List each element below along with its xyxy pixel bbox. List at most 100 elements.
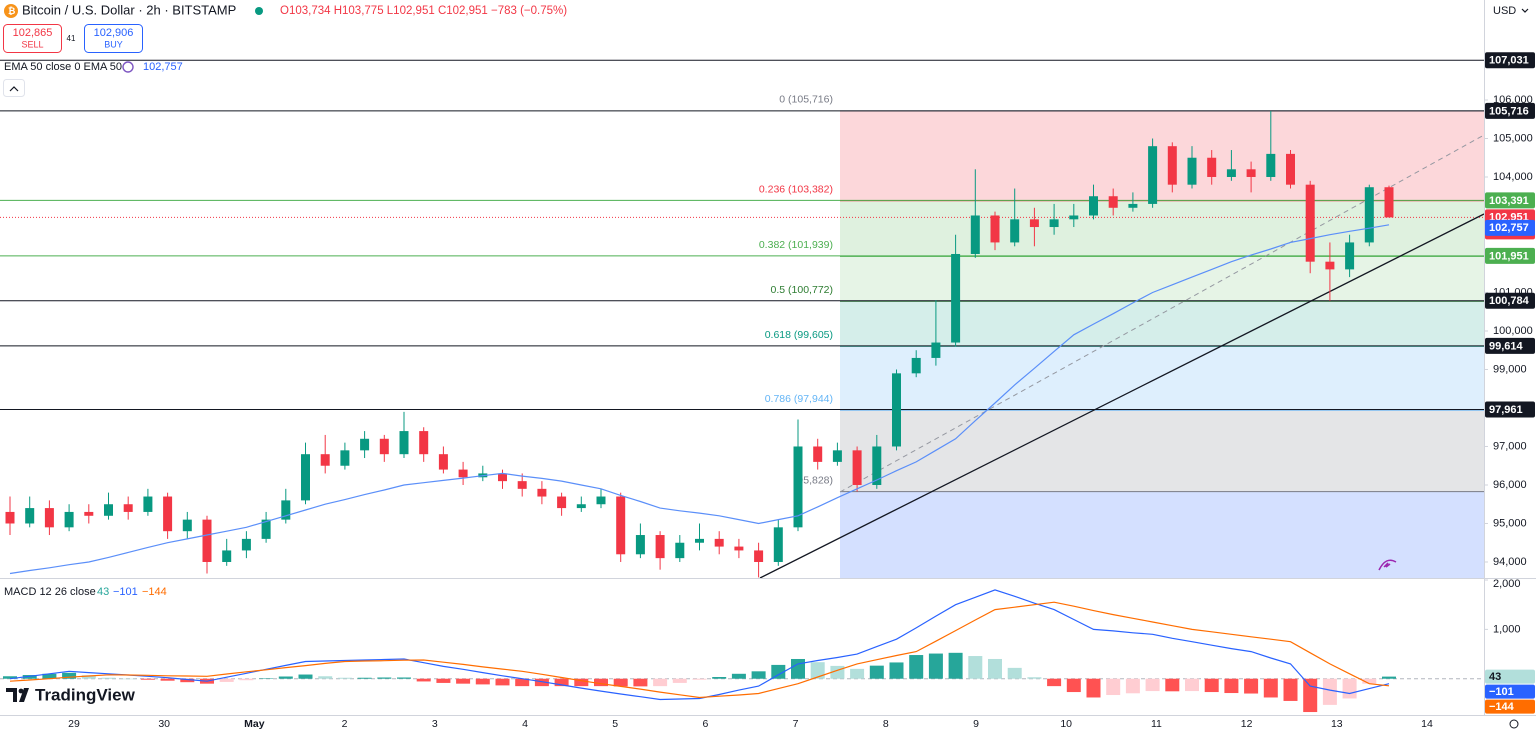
histogram-bar [1066,678,1081,693]
candle-body [1089,196,1098,216]
x-tick-label: 9 [973,718,979,730]
candle-body [892,373,901,447]
sell-label[interactable]: SELL [21,39,43,49]
histogram-bar [436,678,451,683]
signal-tag: −144 [1489,701,1515,713]
fib-zone [840,410,1484,492]
currency-menu[interactable]: USD [1493,5,1529,17]
candle-body [143,496,153,512]
x-tick-label: 6 [702,718,708,730]
histogram-bar [534,678,549,687]
fib-zone [840,491,1484,578]
histogram-bar [791,658,805,679]
histogram-bar [1145,678,1160,692]
x-tick-label: 3 [432,718,438,730]
dashed-trend-line [839,134,1485,493]
hline-tag-bg [1485,192,1535,209]
candle-body [379,438,389,455]
candle-body [1010,219,1020,243]
collapse-button[interactable] [3,79,25,97]
candle-body [241,538,251,551]
histogram-bar [1263,678,1278,698]
histogram-bar [948,652,963,679]
sell-button-frame[interactable] [3,24,62,53]
histogram-bar [1283,678,1298,701]
alert-icon [1378,559,1397,571]
macd-tag: −101 [1489,686,1514,698]
histogram-bar [475,678,490,685]
hline-tag: 99,614 [1489,340,1524,352]
histogram-bar [1106,678,1121,696]
histogram-tag: 43 [1489,671,1501,683]
brand-icon-dot [18,688,24,694]
collapse-button-frame[interactable] [3,79,25,97]
histogram-bar [81,675,96,679]
y-tick-label: 106,000 [1493,94,1533,106]
histogram-bar [810,662,825,679]
hline-tag-bg [1485,337,1535,354]
histogram-bar [613,678,628,687]
buy-button[interactable]: 102,906 BUY [84,24,143,53]
histogram-bar [1244,678,1259,694]
candle-body [1128,203,1138,208]
ema-source-icon [122,61,134,73]
fib-zone [840,256,1484,302]
histogram-bar [889,662,904,679]
sell-button[interactable]: 102,865 SELL [3,24,62,53]
histogram-bar [1382,676,1396,679]
histogram-bar [1007,667,1022,679]
hline-tag-bg [1485,247,1535,264]
histogram-bar [397,677,411,679]
fib-label: 0.618 (99,605) [765,329,833,341]
hline-tag-bg [1485,52,1535,69]
x-tick-label: 2 [342,718,348,730]
candle-body [104,504,113,516]
histogram-bar [278,676,293,679]
histogram-bar [672,678,687,683]
candle-body [517,481,527,489]
candle-body [793,446,803,528]
histogram-bar [101,677,116,679]
macd-line [9,589,1390,701]
buy-price[interactable]: 102,906 [94,27,134,39]
settings-icon[interactable] [1509,719,1519,729]
sell-price[interactable]: 102,865 [13,27,53,39]
hline-tag: 100,784 [1489,295,1530,307]
ema-legend-value: 102,757 [143,61,183,73]
spread: 41 [67,34,76,43]
macd-legend-macd: −101 [113,586,138,598]
collapse-chevron[interactable] [9,86,19,92]
histogram-bar [259,678,274,679]
buy-label[interactable]: BUY [104,39,123,49]
y-tick-label: 2,000 [1493,578,1521,590]
x-tick-label: May [244,718,265,730]
ema-line [9,224,1390,575]
candle-body [360,438,370,451]
candle-body [714,538,724,547]
fib-zone [840,301,1484,347]
histogram-bar [1204,678,1219,693]
macd-legend: MACD 12 26 close [4,586,96,598]
candle-body [419,431,429,455]
y-tick-label: 104,000 [1493,171,1533,183]
fib-label: 0 (105,716) [779,94,833,106]
x-tick-label: 7 [793,718,799,730]
candle-body [951,253,961,343]
histogram-bar [3,676,17,679]
x-tick-label: 5 [612,718,618,730]
candle-body [695,538,704,543]
buy-button-frame[interactable] [84,24,143,53]
histogram-bar [594,678,608,687]
currency-chevron[interactable] [1521,8,1529,13]
hline-tag: 97,961 [1489,404,1523,416]
candle-body [163,496,173,532]
candle-body [261,519,271,539]
currency[interactable]: USD [1493,5,1516,17]
front-layer: 106,000 105,000 104,000 10 1,000 100,000 99,00… [68,52,1535,730]
coin-icon [4,4,18,18]
candle-body [616,496,626,555]
candle-body [84,511,94,516]
x-tick-label: 12 [1241,718,1253,730]
candle-body [182,519,192,532]
